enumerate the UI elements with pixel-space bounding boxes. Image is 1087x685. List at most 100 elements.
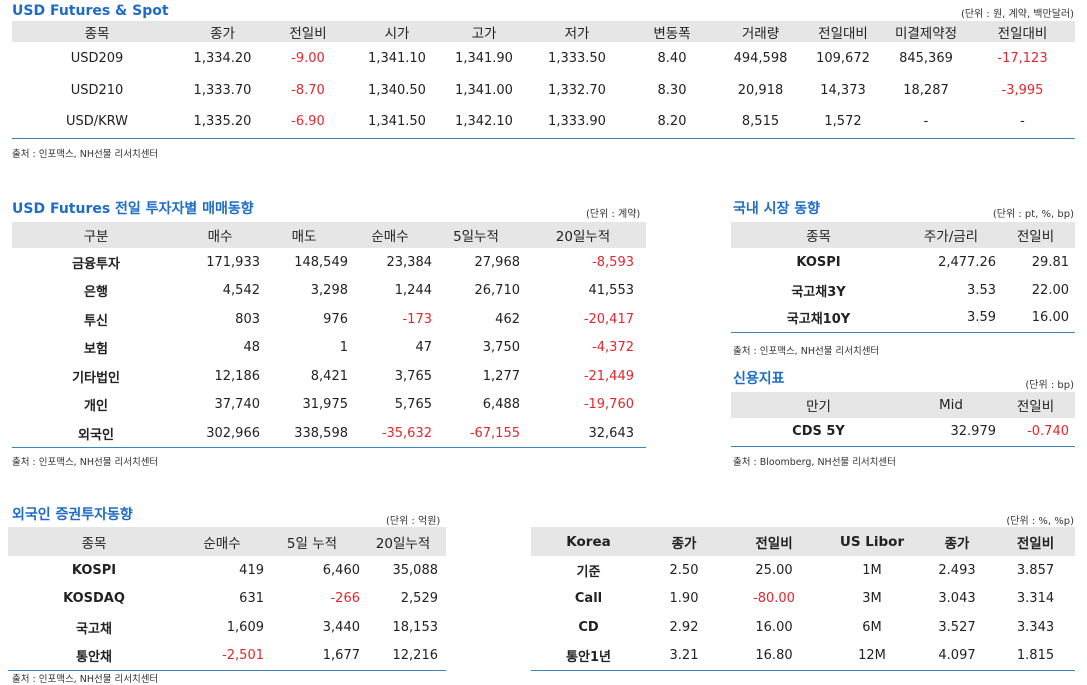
table-row: USD/KRW 1,335.20 -6.90 1,341.50 1,342.10 1,33… — [12, 106, 1075, 139]
table-cell: 8.30 — [657, 82, 687, 98]
table-cell: 1,341.10 — [368, 50, 426, 66]
investors-header-3: 순매수 — [348, 222, 432, 248]
foreign_sec-header-2: 5일 누적 — [264, 527, 360, 556]
table-cell: 2,529 — [400, 591, 438, 607]
futures-spot-table: 종목 종가 전일비 시가 고가 저가 변동폭 거래량 전일대비 미결제약정 전일대비 USD209 1,… — [12, 21, 1075, 139]
table-cell: 3,765 — [394, 368, 432, 384]
table-cell: -19,760 — [583, 397, 634, 413]
table-row: KOSPI 419 6,460 35,088 — [8, 556, 446, 585]
table-cell: 148,549 — [294, 254, 348, 270]
table-cell: USD/KRW — [12, 106, 182, 139]
domestic-header-1: 주가/금리 — [906, 222, 996, 248]
rates-unit: (단위 : %, %p) — [1006, 516, 1074, 527]
rates-header-0: Korea — [531, 527, 646, 556]
futures_spot-header-4: 고가 — [441, 21, 527, 42]
table-cell: 338,598 — [260, 419, 348, 448]
table-cell: 2,477.26 — [938, 254, 996, 270]
investors-header-1: 매수 — [180, 222, 260, 248]
table-row: 개인 37,740 31,975 5,765 6,488 -19,760 — [12, 391, 646, 420]
table-cell: 3.343 — [1016, 619, 1055, 635]
table-cell: 은행 — [84, 285, 108, 301]
table-cell: 803 — [235, 311, 260, 327]
table-cell: 27,968 — [474, 254, 521, 270]
table-cell: 37,740 — [214, 397, 261, 413]
table-cell: 보험 — [84, 342, 108, 358]
table-cell: 1,341.90 — [455, 50, 513, 66]
table-cell: 8,421 — [310, 368, 348, 384]
table-cell: - — [970, 106, 1075, 139]
table-cell: 35,088 — [392, 562, 439, 578]
table-cell: 631 — [239, 591, 264, 607]
investors-header-4: 5일누적 — [432, 222, 520, 248]
table-cell: -3,995 — [1001, 82, 1044, 98]
credit-header-2: 전일비 — [996, 392, 1075, 418]
table-cell: 302,966 — [180, 419, 260, 448]
table-cell: 1,677 — [264, 641, 360, 671]
table-row: KOSDAQ 631 -266 2,529 — [8, 585, 446, 614]
domestic-source: 출처 : 인포맥스, NH선물 리서치센터 — [733, 346, 880, 357]
foreign-sec-title: 외국인 증권투자동향 — [12, 507, 133, 523]
table-cell: 3,298 — [310, 283, 348, 299]
table-cell: 12,186 — [214, 368, 261, 384]
table-cell: 3.527 — [938, 619, 976, 635]
table-cell: 3M — [862, 591, 882, 607]
futures_spot-header-7: 거래량 — [717, 21, 804, 42]
table-cell: -173 — [402, 311, 432, 327]
foreign-sec-unit: (단위 : 억원) — [386, 516, 441, 527]
table-cell: Call — [574, 591, 603, 607]
table-row: 기준 2.50 25.00 1M 2.493 3.857 — [531, 556, 1075, 585]
table-cell: 1,341.50 — [353, 106, 441, 139]
table-cell: 1.815 — [996, 641, 1075, 671]
table-cell: -8.70 — [291, 82, 325, 98]
futures_spot-header-1: 종가 — [182, 21, 263, 42]
table-cell: 투신 — [84, 313, 108, 329]
table-cell: -80.00 — [753, 591, 795, 607]
table-cell: CD — [578, 619, 599, 635]
table-cell: 6M — [862, 619, 882, 635]
table-cell: 26,710 — [474, 283, 521, 299]
table-cell: 1,334.20 — [193, 50, 252, 66]
table-cell: 1,572 — [804, 106, 882, 139]
futures_spot-header-10: 전일대비 — [970, 21, 1075, 42]
investors-source: 출처 : 인포맥스, NH선물 리서치센터 — [12, 457, 159, 468]
table-cell: 3,750 — [482, 340, 520, 356]
table-cell: 976 — [323, 311, 348, 327]
futures_spot-header-3: 시가 — [353, 21, 441, 42]
table-row: CDS 5Y 32.979 -0.740 — [731, 418, 1075, 447]
table-cell: 41,553 — [588, 283, 635, 299]
table-cell: 국고채 — [76, 621, 112, 637]
rates-header-4: 종가 — [918, 527, 996, 556]
table-cell: USD210 — [70, 82, 124, 98]
table-cell: 462 — [495, 311, 520, 327]
rates-header-3: US Libor — [826, 527, 918, 556]
table-cell: -20,417 — [583, 311, 634, 327]
table-cell: 3.857 — [1016, 562, 1055, 578]
table-row: 보험 48 1 47 3,750 -4,372 — [12, 334, 646, 363]
table-cell: -2,501 — [180, 641, 264, 671]
table-cell: 4,542 — [222, 283, 260, 299]
table-cell: 금융투자 — [72, 256, 120, 272]
table-cell: 6,488 — [482, 397, 520, 413]
foreign_sec-header-3: 20일누적 — [360, 527, 446, 556]
credit-header-0: 만기 — [731, 392, 906, 418]
table-cell: 3.21 — [646, 641, 722, 671]
table-cell: 3.53 — [967, 282, 996, 298]
table-row: Call 1.90 -80.00 3M 3.043 3.314 — [531, 585, 1075, 614]
futures_spot-header-2: 전일비 — [263, 21, 353, 42]
table-cell: -67,155 — [432, 419, 520, 448]
futures_spot-header-0: 종목 — [12, 21, 182, 42]
table-cell: 1,333.50 — [548, 50, 606, 66]
domestic-header-0: 종목 — [731, 222, 906, 248]
table-row: 국고채 1,609 3,440 18,153 — [8, 613, 446, 642]
futures_spot-header-8: 전일대비 — [804, 21, 882, 42]
table-cell: 25.00 — [755, 562, 793, 578]
table-cell: KOSPI — [71, 562, 117, 578]
table-cell: 1,342.10 — [441, 106, 527, 139]
futures-spot-source: 출처 : 인포맥스, NH선물 리서치센터 — [12, 149, 159, 160]
rates-header-1: 종가 — [646, 527, 722, 556]
table-cell: 48 — [243, 340, 260, 356]
table-cell: 14,373 — [820, 82, 866, 98]
table-cell: 12M — [826, 641, 918, 671]
table-cell: 국고채10Y — [731, 304, 906, 333]
table-cell: 8,515 — [717, 106, 804, 139]
